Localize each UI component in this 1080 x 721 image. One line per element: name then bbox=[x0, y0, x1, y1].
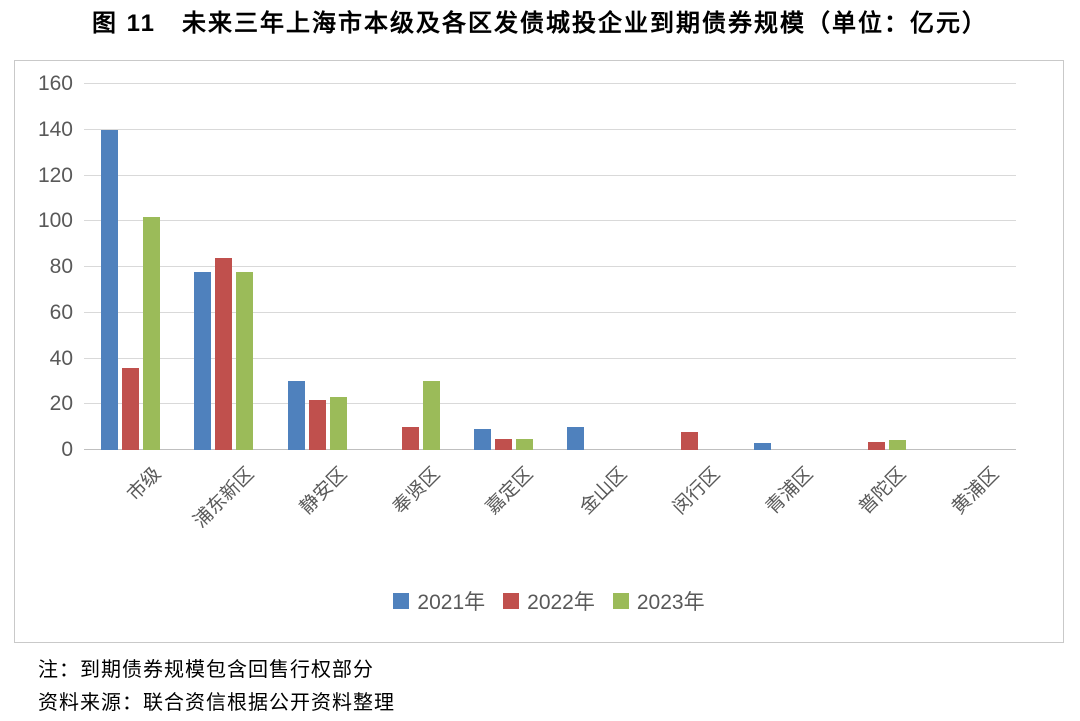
bar-2021年 bbox=[567, 427, 585, 450]
gridline bbox=[84, 128, 1016, 130]
y-axis-tick-label: 0 bbox=[61, 438, 73, 461]
bar-2022年 bbox=[867, 442, 885, 450]
legend-swatch bbox=[503, 593, 520, 609]
bar-2022年 bbox=[122, 367, 140, 450]
bar-2023年 bbox=[422, 381, 440, 450]
x-axis-category-label: 浦东新区 bbox=[189, 463, 259, 533]
bar-2022年 bbox=[681, 431, 699, 450]
bar-2021年 bbox=[194, 271, 212, 450]
gridline bbox=[84, 311, 1016, 313]
x-axis-category-label: 静安区 bbox=[296, 463, 352, 519]
legend-label: 2023年 bbox=[636, 591, 705, 614]
x-axis-category-label: 金山区 bbox=[575, 463, 632, 519]
bar-2022年 bbox=[494, 438, 512, 450]
legend-item: 2022年 bbox=[503, 586, 595, 616]
y-axis-tick-label: 20 bbox=[49, 392, 73, 416]
bar-2023年 bbox=[329, 397, 347, 450]
gridline bbox=[84, 220, 1016, 222]
bar-group: 黄浦区 bbox=[923, 84, 1016, 519]
bar-group: 金山区 bbox=[550, 84, 643, 519]
bar-group: 奉贤区 bbox=[364, 84, 457, 519]
bar-2023年 bbox=[888, 439, 906, 450]
x-axis-category-label: 普陀区 bbox=[855, 463, 911, 519]
gridline bbox=[84, 174, 1016, 176]
bar-groups: 市级 浦东新区 静安区 奉贤区 嘉定区 金山区 闵行区 青浦区 普陀区 黄浦区 bbox=[84, 84, 1016, 532]
bar-group: 市级 bbox=[84, 84, 177, 505]
bar-2021年 bbox=[753, 443, 771, 450]
bar-group: 浦东新区 bbox=[177, 84, 270, 532]
chart-note: 注：到期债券规模包含回售行权部分 bbox=[38, 659, 374, 681]
legend-item: 2021年 bbox=[393, 586, 485, 616]
gridline bbox=[84, 449, 1016, 450]
bar-2022年 bbox=[308, 399, 326, 450]
plot-area: 0 20 40 60 80 100 120 140 160 市级 浦东新区 静安区 奉贤区 嘉定区 金山区闵… bbox=[38, 72, 1016, 532]
y-axis-tick-label: 140 bbox=[37, 117, 73, 141]
bar-group: 静安区 bbox=[270, 84, 363, 519]
legend-swatch bbox=[393, 593, 410, 609]
bar-2021年 bbox=[101, 129, 119, 450]
legend-label: 2021年 bbox=[417, 591, 486, 614]
chart-title: 图 11 未来三年上海市本级及各区发债城投企业到期债券规模（单位：亿元） bbox=[91, 10, 989, 37]
x-axis-category-label: 奉贤区 bbox=[389, 463, 445, 519]
bar-2021年 bbox=[287, 381, 305, 450]
x-axis-category-label: 黄浦区 bbox=[948, 463, 1004, 519]
x-axis-category-label: 闵行区 bbox=[669, 463, 725, 519]
legend: 2021年 2022年 2023年 bbox=[15, 586, 1063, 616]
bar-group: 闵行区 bbox=[643, 84, 736, 519]
bar-group: 青浦区 bbox=[736, 84, 829, 519]
x-axis-category-label: 市级 bbox=[123, 463, 165, 506]
bar-2022年 bbox=[215, 257, 233, 450]
x-axis-category-label: 嘉定区 bbox=[482, 463, 538, 519]
legend-swatch bbox=[612, 593, 629, 609]
y-axis-tick-label: 100 bbox=[37, 209, 73, 233]
gridline bbox=[84, 266, 1016, 267]
bar-2023年 bbox=[236, 271, 254, 450]
bar-2023年 bbox=[515, 438, 533, 450]
y-axis-tick-label: 160 bbox=[37, 72, 73, 95]
x-axis-category-label: 青浦区 bbox=[762, 463, 818, 519]
bar-group: 嘉定区 bbox=[457, 84, 550, 519]
chart-source: 资料来源：联合资信根据公开资料整理 bbox=[38, 692, 395, 714]
chart-container: 0 20 40 60 80 100 120 140 160 市级 浦东新区 静安区 奉贤区 嘉定区 金山区闵… bbox=[14, 60, 1064, 643]
y-axis-tick-label: 80 bbox=[49, 255, 73, 278]
gridline bbox=[84, 403, 1016, 405]
gridline bbox=[84, 83, 1016, 84]
y-axis-tick-label: 120 bbox=[37, 163, 73, 187]
bar-2021年 bbox=[473, 429, 491, 450]
bar-2022年 bbox=[401, 427, 419, 450]
y-axis-tick-label: 40 bbox=[49, 346, 73, 370]
bar-2023年 bbox=[143, 216, 161, 450]
gridline bbox=[84, 357, 1016, 359]
bar-group: 普陀区 bbox=[830, 84, 923, 519]
legend-label: 2022年 bbox=[527, 591, 595, 614]
y-axis-tick-label: 60 bbox=[49, 300, 73, 324]
legend-item: 2023年 bbox=[612, 586, 705, 616]
